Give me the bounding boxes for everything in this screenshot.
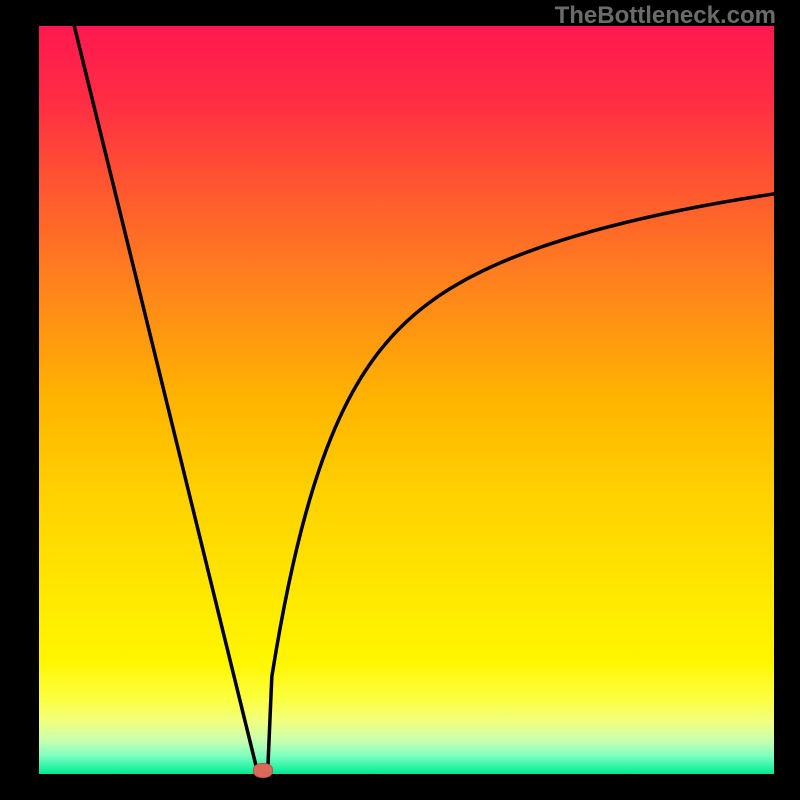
chart-frame: TheBottleneck.com	[0, 0, 800, 800]
curve-path	[74, 26, 774, 774]
bottleneck-curve	[39, 26, 774, 774]
plot-area	[39, 26, 774, 774]
optimum-marker	[253, 763, 273, 778]
watermark-text: TheBottleneck.com	[555, 2, 776, 30]
